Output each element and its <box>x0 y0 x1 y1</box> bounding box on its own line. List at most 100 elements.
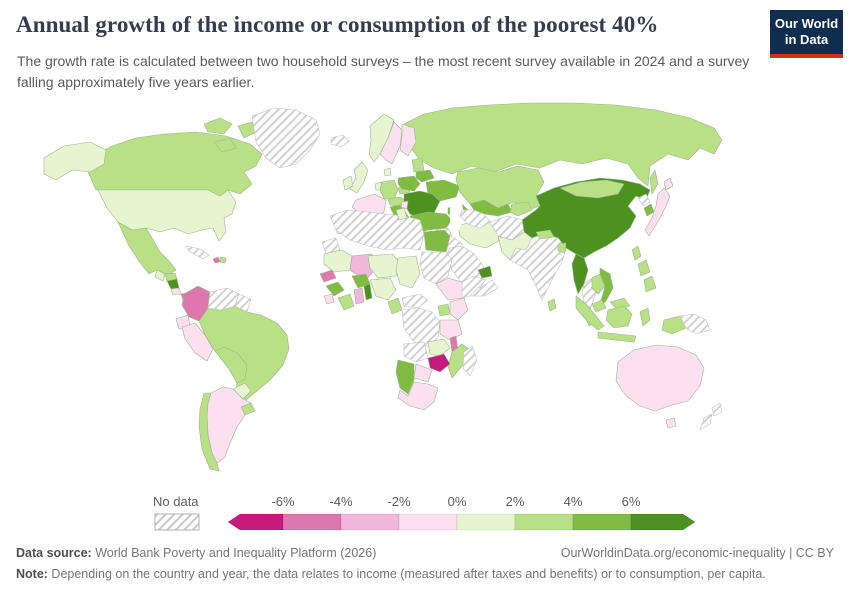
country-finland[interactable] <box>399 123 417 157</box>
country-guianas[interactable] <box>234 293 252 313</box>
country-mexico[interactable] <box>117 221 177 276</box>
country-alaska[interactable] <box>43 141 107 181</box>
owid-logo[interactable]: Our World in Data <box>770 10 843 58</box>
country-cameroon[interactable] <box>387 297 403 315</box>
country-chad[interactable] <box>395 255 421 289</box>
country-philippines-1[interactable] <box>631 245 642 261</box>
country-bangladesh[interactable] <box>557 242 567 254</box>
country-namibia[interactable] <box>395 359 415 395</box>
country-united-states[interactable] <box>97 189 237 242</box>
country-benin[interactable] <box>363 283 373 301</box>
country-ivory-coast[interactable] <box>337 293 355 311</box>
country-denmark[interactable] <box>383 167 392 177</box>
country-bolivia[interactable] <box>214 346 248 384</box>
country-papua-new-guinea[interactable] <box>679 313 711 335</box>
country-indonesia-java[interactable] <box>597 331 637 343</box>
country-united-kingdom[interactable] <box>349 161 369 194</box>
legend-bin--6-to--4[interactable] <box>282 513 342 531</box>
country-colombia[interactable] <box>181 285 211 322</box>
legend-bin--4-to--2[interactable] <box>340 513 400 531</box>
country-angola[interactable] <box>403 341 429 363</box>
country-germany[interactable] <box>379 179 399 200</box>
country-central-african-republic[interactable] <box>401 293 429 309</box>
country-poland[interactable] <box>397 175 421 192</box>
country-zimbabwe[interactable] <box>427 353 451 373</box>
country-haiti[interactable] <box>212 256 221 264</box>
country-belarus[interactable] <box>415 169 435 183</box>
country-philippines-3[interactable] <box>643 275 657 293</box>
country-tasmania[interactable] <box>665 417 677 429</box>
country-sierra-leone[interactable] <box>323 293 335 305</box>
country-chile[interactable] <box>198 392 220 472</box>
country-nigeria[interactable] <box>369 277 397 301</box>
country-russia-sakhalin[interactable] <box>649 169 659 195</box>
country-niger[interactable] <box>367 253 401 279</box>
country-botswana[interactable] <box>413 363 433 383</box>
country-cambodia[interactable] <box>591 299 607 313</box>
country-sudan[interactable] <box>419 251 453 285</box>
country-iceland[interactable] <box>330 134 350 148</box>
legend-bin-2-to-4[interactable] <box>514 513 574 531</box>
country-tanzania[interactable] <box>439 319 463 341</box>
legend-bin-above-6[interactable] <box>630 513 696 531</box>
country-north-korea[interactable] <box>637 193 651 207</box>
country-kazakhstan[interactable] <box>455 165 545 211</box>
country-new-zealand-north[interactable] <box>711 402 723 417</box>
country-democratic-republic-of-congo[interactable] <box>401 307 441 347</box>
country-india[interactable] <box>509 233 567 301</box>
country-japan[interactable] <box>644 187 671 237</box>
country-laos[interactable] <box>591 273 606 295</box>
country-zambia[interactable] <box>427 338 451 357</box>
country-south-korea[interactable] <box>643 203 655 217</box>
country-croatia[interactable] <box>400 200 409 210</box>
legend-bin-0-to-2[interactable] <box>456 513 516 531</box>
country-sweden[interactable] <box>379 121 403 165</box>
country-indonesia-papua[interactable] <box>661 315 687 335</box>
country-canada-arctic1[interactable] <box>203 117 233 135</box>
legend-bin-below--6[interactable] <box>227 513 284 531</box>
country-western-sahara[interactable] <box>321 237 341 255</box>
country-senegal[interactable] <box>319 269 337 283</box>
country-indonesia-sumatra[interactable] <box>575 295 605 331</box>
country-canada-arctic3[interactable] <box>213 137 237 153</box>
country-russia[interactable] <box>403 102 723 187</box>
country-philippines-2[interactable] <box>637 259 651 277</box>
legend-bin-4-to-6[interactable] <box>572 513 632 531</box>
country-egypt[interactable] <box>423 229 451 253</box>
legend-tick-0: 0% <box>447 494 467 509</box>
country-kyrgyzstan-tajikistan[interactable] <box>509 201 533 217</box>
country-costa-rica[interactable] <box>170 287 182 296</box>
no-data-swatch[interactable] <box>154 513 200 531</box>
country-dominican-republic[interactable] <box>219 256 227 264</box>
country-baltic-states[interactable] <box>411 157 425 173</box>
country-north-africa[interactable] <box>329 209 425 251</box>
country-south-africa[interactable] <box>397 381 439 411</box>
country-guatemala[interactable] <box>154 269 166 282</box>
country-kenya[interactable] <box>449 297 469 321</box>
country-cuba[interactable] <box>185 245 210 260</box>
country-nicaragua[interactable] <box>166 278 180 290</box>
country-tunisia[interactable] <box>395 207 408 221</box>
country-turkmenistan[interactable] <box>459 209 491 229</box>
country-australia[interactable] <box>615 344 705 412</box>
legend-bin--2-to-0[interactable] <box>398 513 458 531</box>
country-indonesia-sulawesi[interactable] <box>639 307 651 327</box>
country-sri-lanka[interactable] <box>547 298 557 312</box>
country-japan-hokkaido[interactable] <box>663 177 674 191</box>
credit-link[interactable]: OurWorldinData.org/economic-inequality |… <box>560 546 834 560</box>
country-ghana[interactable] <box>353 287 365 305</box>
country-madagascar[interactable] <box>462 345 478 377</box>
country-peru[interactable] <box>181 322 214 362</box>
country-mongolia[interactable] <box>559 179 625 199</box>
country-uganda[interactable] <box>437 303 451 317</box>
country-canada[interactable] <box>87 131 263 197</box>
country-guinea[interactable] <box>325 281 345 297</box>
country-ireland[interactable] <box>342 175 354 191</box>
country-greenland[interactable] <box>251 107 321 169</box>
country-nepal[interactable] <box>535 229 555 240</box>
country-new-zealand-south[interactable] <box>699 413 713 431</box>
country-united-arab-emirates[interactable] <box>477 265 493 279</box>
country-somalia[interactable] <box>461 275 487 299</box>
country-mauritania[interactable] <box>323 249 353 273</box>
country-indonesia-borneo[interactable] <box>605 305 633 329</box>
